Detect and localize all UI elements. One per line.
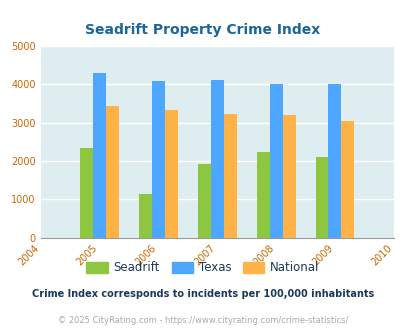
Text: Crime Index corresponds to incidents per 100,000 inhabitants: Crime Index corresponds to incidents per… <box>32 289 373 299</box>
Text: Seadrift Property Crime Index: Seadrift Property Crime Index <box>85 23 320 37</box>
Bar <box>164 110 177 238</box>
Bar <box>93 73 106 238</box>
Bar <box>210 80 223 238</box>
Bar <box>151 82 164 238</box>
Bar <box>197 164 210 238</box>
Bar <box>282 115 295 238</box>
Bar <box>269 84 282 238</box>
Bar <box>106 106 119 238</box>
Bar <box>139 194 151 238</box>
Bar <box>341 121 354 238</box>
Legend: Seadrift, Texas, National: Seadrift, Texas, National <box>81 257 324 279</box>
Bar <box>315 157 328 238</box>
Text: © 2025 CityRating.com - https://www.cityrating.com/crime-statistics/: © 2025 CityRating.com - https://www.city… <box>58 315 347 325</box>
Bar <box>328 84 341 238</box>
Bar <box>256 152 269 238</box>
Bar <box>80 148 93 238</box>
Bar <box>223 114 236 238</box>
